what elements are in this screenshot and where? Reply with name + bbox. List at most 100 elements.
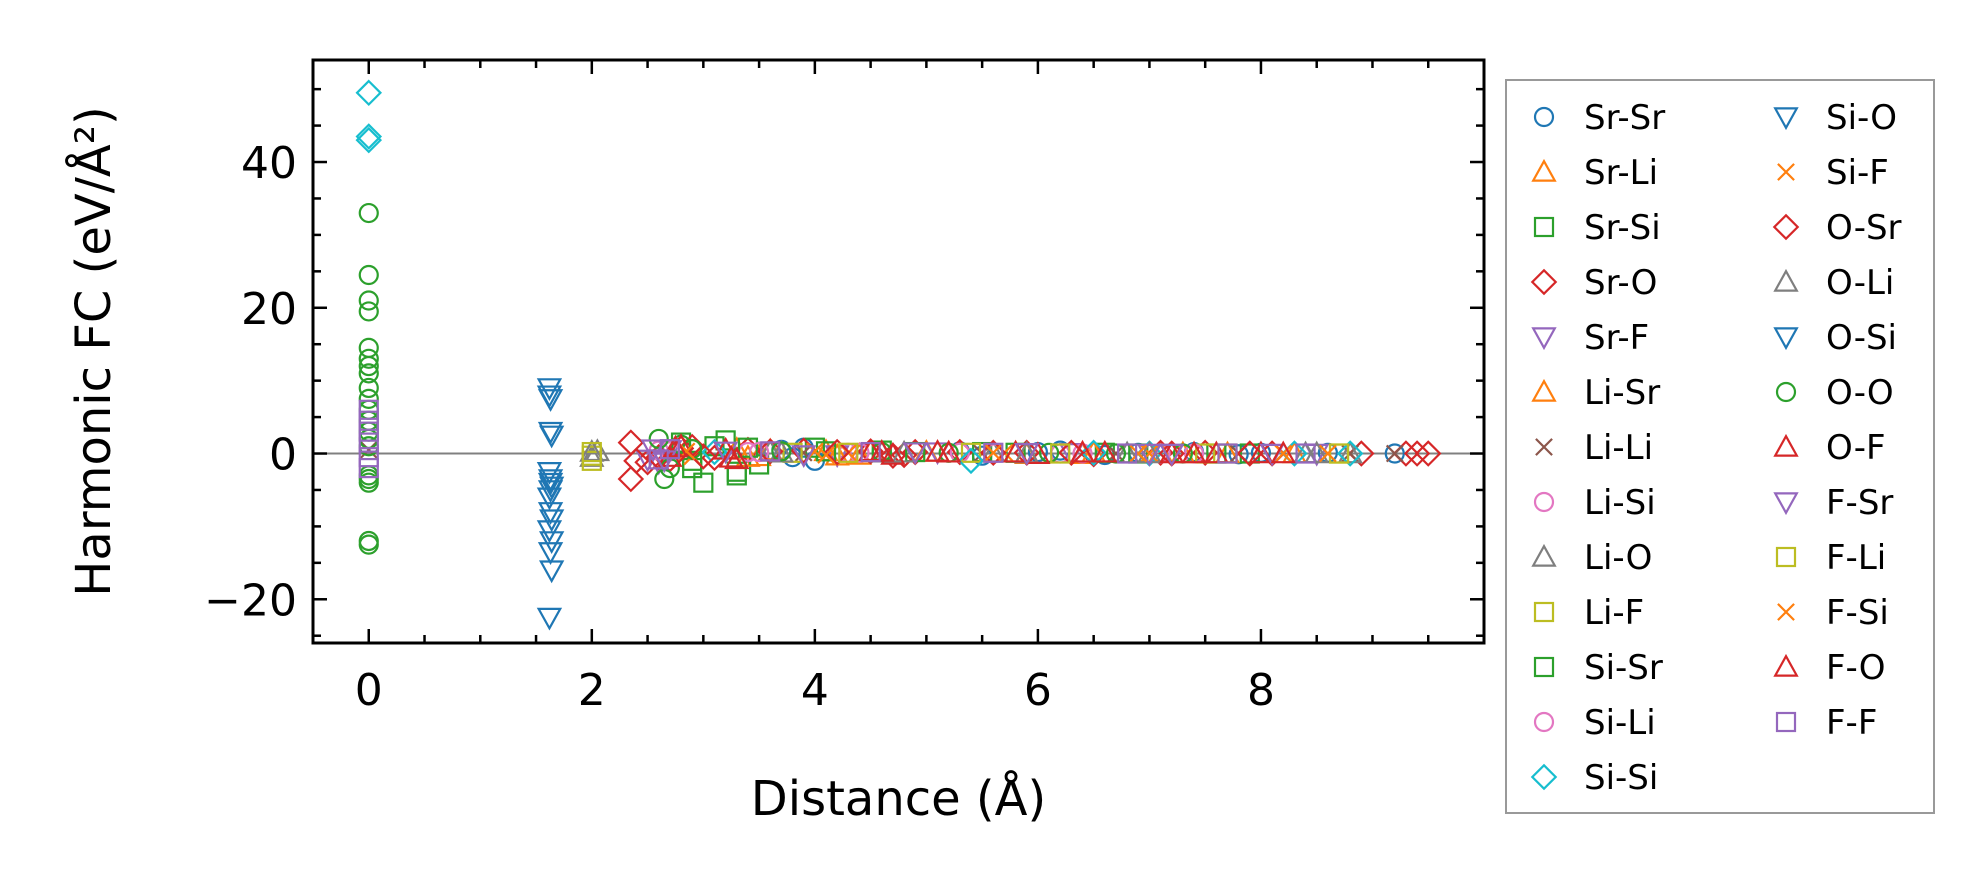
legend-item-sr-o: Sr-O	[1530, 263, 1657, 303]
point-o-sr	[623, 447, 650, 475]
legend-item-o-li: O-Li	[1773, 263, 1894, 303]
x-tick-label: 0	[355, 665, 383, 716]
legend-item-o-sr: O-Sr	[1772, 208, 1902, 248]
point-si-o	[536, 607, 563, 631]
point-o-o	[771, 441, 792, 462]
legend-label: Si-Li	[1584, 703, 1656, 743]
point-f-sr	[1159, 443, 1185, 467]
point-o-sr	[690, 443, 717, 470]
legend-item-f-f: F-F	[1775, 703, 1877, 743]
point-f-si	[817, 446, 835, 464]
point-f-o	[936, 439, 962, 463]
point-si-sr	[726, 461, 747, 482]
point-f-f	[648, 449, 669, 470]
legend: Sr-Sr Sr-Li Sr-Si Sr-O Sr-F Li-Sr Li-Li Li-Si Li…	[1505, 79, 1935, 814]
legend-item-si-li: Si-Li	[1533, 703, 1656, 743]
point-f-o	[718, 444, 744, 468]
legend-label: Li-Sr	[1584, 373, 1660, 413]
legend-marker-o-si	[1773, 327, 1799, 351]
point-si-o	[537, 502, 564, 525]
legend-label: O-O	[1826, 373, 1894, 413]
legend-label: F-Li	[1826, 538, 1886, 578]
point-o-o	[358, 301, 379, 322]
point-o-o	[358, 410, 379, 431]
legend-item-si-si: Si-Si	[1530, 758, 1658, 798]
legend-label: Sr-Si	[1584, 208, 1661, 248]
point-f-li	[1328, 443, 1350, 464]
legend-marker-f-si	[1777, 603, 1795, 621]
y-tick-label: 0	[269, 430, 297, 481]
legend-item-li-sr: Li-Sr	[1531, 373, 1660, 413]
legend-label: O-F	[1826, 428, 1886, 468]
point-li-o	[1337, 440, 1363, 464]
point-f-f	[1295, 443, 1316, 464]
legend-marker-li-f	[1533, 601, 1555, 623]
point-f-f	[1117, 443, 1138, 464]
point-o-si	[536, 385, 563, 409]
plot-area	[313, 79, 1484, 631]
legend-label: Si-Si	[1584, 758, 1658, 798]
series-o-o	[358, 202, 1193, 555]
point-f-li	[581, 441, 602, 463]
legend-marker-o-o	[1775, 381, 1797, 403]
legend-item-o-o: O-O	[1775, 373, 1894, 413]
legend-marker-si-o	[1773, 107, 1799, 131]
point-si-si	[1336, 440, 1364, 467]
legend-label: F-Si	[1826, 593, 1889, 633]
point-o-f	[880, 441, 906, 465]
legend-label: O-Si	[1826, 318, 1897, 358]
legend-label: Li-Si	[1584, 483, 1656, 523]
point-f-f	[860, 441, 881, 463]
point-f-o	[662, 434, 689, 458]
legend-item-o-f: O-F	[1773, 428, 1886, 468]
point-o-o	[358, 337, 379, 358]
point-o-f	[1092, 439, 1118, 463]
point-f-si	[1129, 444, 1148, 463]
y-tick-label: −20	[204, 575, 297, 626]
point-o-f	[1203, 440, 1230, 464]
point-f-li	[1050, 443, 1071, 464]
legend-marker-li-si	[1533, 491, 1555, 513]
point-o-f	[668, 433, 694, 456]
legend-marker-f-li	[1775, 546, 1797, 568]
legend-label: Sr-Li	[1584, 153, 1658, 193]
point-si-o	[536, 487, 563, 511]
legend-label: F-O	[1826, 648, 1886, 688]
point-si-o	[536, 378, 563, 402]
point-o-o	[358, 348, 379, 369]
point-li-li	[359, 441, 378, 459]
point-si-si	[355, 79, 383, 107]
point-sr-li	[1281, 440, 1308, 464]
x-axis-label: Distance (Å)	[751, 770, 1046, 827]
point-f-si	[1318, 444, 1337, 463]
legend-label: Sr-F	[1584, 318, 1649, 358]
series-f-f	[358, 399, 1316, 479]
legend-item-si-f: Si-F	[1777, 153, 1889, 193]
legend-label: Si-F	[1826, 153, 1889, 193]
point-si-o	[538, 509, 565, 533]
legend-label: Sr-Sr	[1584, 98, 1665, 138]
point-f-o	[1181, 440, 1207, 464]
legend-marker-o-f	[1773, 433, 1799, 457]
legend-item-sr-f: Sr-F	[1531, 318, 1649, 358]
legend-marker-si-f	[1777, 163, 1795, 181]
point-o-o	[358, 363, 379, 384]
legend-item-li-si: Li-Si	[1533, 483, 1656, 523]
point-f-f	[659, 439, 680, 460]
legend-item-li-f: Li-F	[1533, 593, 1644, 633]
point-o-o	[358, 264, 379, 286]
point-li-li	[1385, 444, 1404, 463]
axes: 0 2 4 6 8 −20 0 20 40 Distance (Å) Harmonic FC (eV…	[65, 58, 1486, 827]
legend-marker-si-li	[1533, 711, 1555, 733]
point-o-o	[358, 355, 379, 377]
legend-label: Si-O	[1826, 98, 1897, 138]
point-si-o	[536, 462, 563, 485]
legend-marker-sr-li	[1531, 158, 1557, 182]
point-si-o	[538, 425, 565, 449]
point-f-sr	[1014, 443, 1040, 466]
legend-item-sr-sr: Sr-Sr	[1533, 98, 1665, 138]
point-o-si	[538, 531, 565, 555]
legend-item-li-li: Li-Li	[1535, 428, 1653, 468]
point-o-o	[358, 202, 379, 224]
